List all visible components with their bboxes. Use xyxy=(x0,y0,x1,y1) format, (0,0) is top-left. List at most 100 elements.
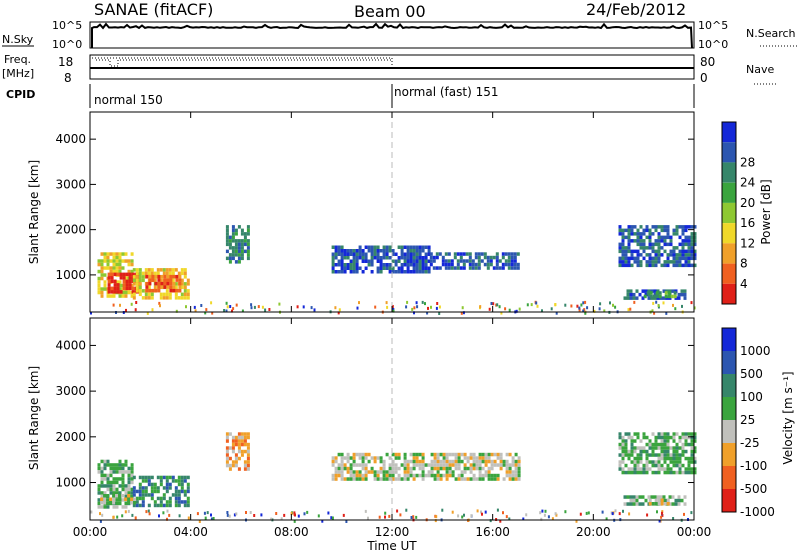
heatmap-cell xyxy=(622,509,624,513)
heatmap-cell xyxy=(183,289,187,293)
heatmap-cell xyxy=(507,259,511,263)
heatmap-cell xyxy=(403,466,407,471)
heatmap-cell xyxy=(147,503,151,508)
heatmap-cell xyxy=(174,486,178,490)
heatmap-cell xyxy=(243,435,247,440)
heatmap-cell xyxy=(290,511,293,515)
heatmap-cell xyxy=(150,271,154,276)
heatmap-cell xyxy=(297,514,300,518)
heatmap-cell xyxy=(624,463,628,468)
heatmap-cell xyxy=(127,497,131,501)
heatmap-cell xyxy=(409,256,413,260)
heatmap-cell xyxy=(228,463,232,468)
heatmap-cell xyxy=(457,463,461,467)
heatmap-cell xyxy=(475,456,479,460)
heatmap-cell xyxy=(160,285,164,289)
heatmap-cell xyxy=(342,513,345,517)
heatmap-cell xyxy=(352,256,356,260)
heatmap-cell xyxy=(237,249,241,254)
heatmap-cell xyxy=(484,459,488,464)
heatmap-cell xyxy=(675,463,679,468)
heatmap-cell xyxy=(666,225,670,229)
heatmap-cell xyxy=(397,456,401,460)
heatmap-cell xyxy=(421,459,425,464)
heatmap-cell xyxy=(132,282,136,286)
heatmap-cell xyxy=(654,439,658,443)
heatmap-cell xyxy=(672,260,676,264)
heatmap-cell xyxy=(650,495,654,499)
heatmap-cell xyxy=(672,460,676,464)
x-axis-label: Time UT xyxy=(366,539,417,553)
heatmap-cell xyxy=(130,501,134,505)
heatmap-cell xyxy=(499,456,503,460)
heatmap-cell xyxy=(641,296,645,300)
heatmap-cell xyxy=(675,460,679,464)
heatmap-cell xyxy=(394,452,398,457)
heatmap-cell xyxy=(635,289,639,293)
heatmap-cell xyxy=(249,511,252,514)
heatmap-cell xyxy=(177,496,181,501)
heatmap-cell xyxy=(636,435,640,440)
heatmap-cell xyxy=(478,452,482,457)
heatmap-cell xyxy=(684,225,688,229)
heatmap-cell xyxy=(453,252,457,256)
heatmap-cell xyxy=(391,466,395,471)
heatmap-cell xyxy=(670,294,674,299)
heatmap-cell xyxy=(128,272,132,277)
heatmap-cell xyxy=(340,259,344,263)
heatmap-cell xyxy=(358,456,362,460)
heatmap-cell xyxy=(144,271,148,276)
heatmap-cell xyxy=(690,442,694,447)
heatmap-cell xyxy=(237,442,241,447)
heatmap-cell xyxy=(418,466,422,471)
heatmap-cell xyxy=(666,260,670,264)
heatmap-cell xyxy=(626,292,630,297)
heatmap-cell xyxy=(514,466,518,471)
heatmap-cell xyxy=(124,294,128,298)
heatmap-cell xyxy=(630,228,634,233)
heatmap-cell xyxy=(636,432,640,436)
heatmap-cell xyxy=(618,228,622,233)
heatmap-cell xyxy=(135,500,139,504)
heatmap-cell xyxy=(406,259,410,263)
heatmap-cell xyxy=(639,242,643,247)
heatmap-cell xyxy=(148,278,152,282)
heatmap-cell xyxy=(127,466,131,471)
heatmap-cell xyxy=(403,270,407,274)
heatmap-cell xyxy=(334,470,338,474)
heatmap-cell xyxy=(687,432,691,436)
heatmap-cell xyxy=(484,452,488,457)
heatmap-cell xyxy=(115,269,119,274)
heatmap-cell xyxy=(436,470,440,474)
heatmap-cell xyxy=(159,479,163,483)
heatmap-cell xyxy=(145,510,148,514)
heatmap-cell xyxy=(461,306,464,310)
colorbar-tick-label: 1000 xyxy=(740,344,771,358)
heatmap-cell xyxy=(346,256,350,260)
heatmap-cell xyxy=(174,500,178,504)
heatmap-cell xyxy=(633,467,637,471)
heatmap-cell xyxy=(330,516,333,520)
heatmap-cell xyxy=(385,256,389,260)
heatmap-cell xyxy=(654,498,658,502)
heatmap-cell xyxy=(630,442,634,447)
heatmap-cell xyxy=(352,473,356,478)
heatmap-cell xyxy=(633,460,637,464)
y-tick-label: 3000 xyxy=(55,177,86,191)
heatmap-cell xyxy=(460,470,464,474)
heatmap-cell xyxy=(225,453,229,457)
heatmap-cell xyxy=(463,470,467,474)
heatmap-cell xyxy=(364,256,368,260)
heatmap-cell xyxy=(180,271,184,276)
heatmap-cell xyxy=(355,263,359,267)
heatmap-cell xyxy=(505,459,509,464)
heatmap-cell xyxy=(580,303,583,307)
heatmap-cell xyxy=(415,463,419,467)
heatmap-cell xyxy=(159,482,163,487)
heatmap-cell xyxy=(240,432,244,436)
heatmap-cell xyxy=(442,473,446,478)
heatmap-cell xyxy=(147,271,151,276)
heatmap-cell xyxy=(438,266,442,270)
heatmap-cell xyxy=(672,435,676,440)
heatmap-cell xyxy=(337,263,341,267)
